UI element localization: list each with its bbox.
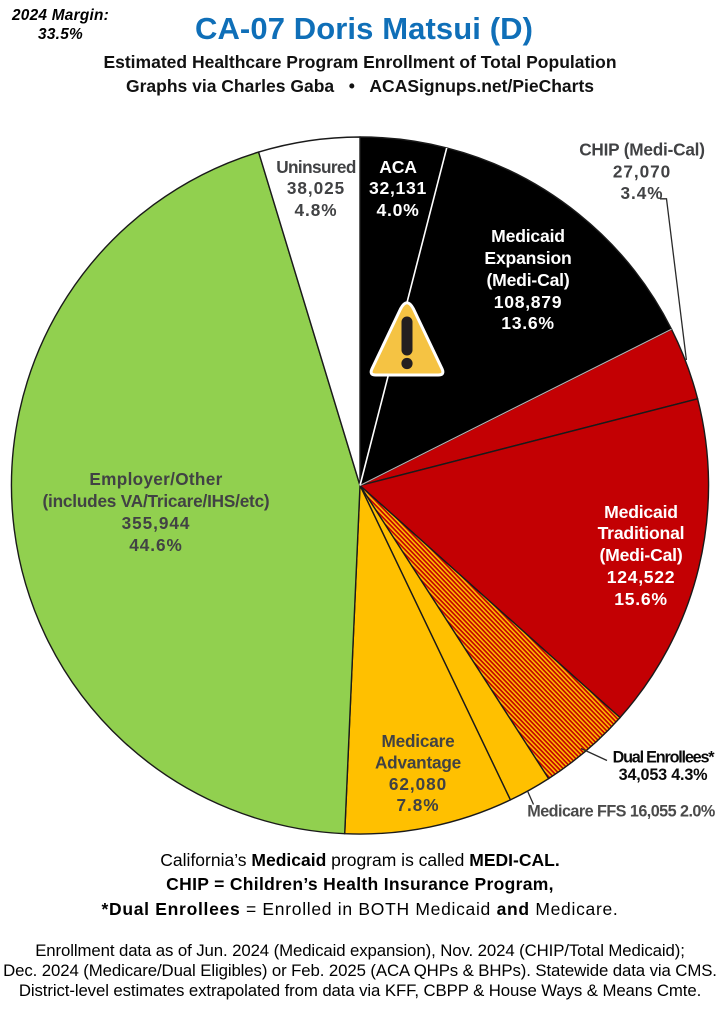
- svg-text:7.8%: 7.8%: [397, 795, 440, 815]
- svg-text:4.8%: 4.8%: [295, 200, 338, 220]
- svg-text:Uninsured: Uninsured: [276, 157, 356, 177]
- svg-text:Dual Enrollees*: Dual Enrollees*: [613, 748, 716, 766]
- svg-text:Medicare FFS 16,055 2.0%: Medicare FFS 16,055 2.0%: [527, 802, 715, 820]
- svg-text:15.6%: 15.6%: [614, 589, 667, 609]
- svg-text:38,025: 38,025: [287, 178, 345, 198]
- svg-text:Traditional: Traditional: [598, 523, 685, 543]
- svg-text:32,131: 32,131: [369, 178, 427, 198]
- svg-text:Employer/Other: Employer/Other: [89, 469, 222, 489]
- svg-text:124,522: 124,522: [607, 567, 676, 587]
- svg-text:27,070: 27,070: [613, 161, 671, 181]
- svg-text:34,053 4.3%: 34,053 4.3%: [619, 766, 708, 784]
- svg-text:ACA: ACA: [379, 157, 417, 177]
- svg-text:3.4%: 3.4%: [621, 183, 664, 203]
- svg-text:Medicare: Medicare: [382, 731, 455, 751]
- svg-text:Medicaid: Medicaid: [604, 502, 678, 522]
- svg-text:4.0%: 4.0%: [377, 200, 420, 220]
- svg-text:Medicaid: Medicaid: [491, 226, 565, 246]
- svg-text:355,944: 355,944: [122, 513, 191, 533]
- svg-text:13.6%: 13.6%: [501, 313, 554, 333]
- svg-text:Advantage: Advantage: [375, 753, 461, 773]
- svg-text:108,879: 108,879: [494, 292, 563, 312]
- svg-text:62,080: 62,080: [389, 774, 447, 794]
- svg-text:CHIP (Medi-Cal): CHIP (Medi-Cal): [579, 139, 705, 159]
- svg-text:(includes VA/Tricare/IHS/etc): (includes VA/Tricare/IHS/etc): [43, 491, 270, 511]
- svg-text:44.6%: 44.6%: [129, 535, 182, 555]
- svg-text:(Medi-Cal): (Medi-Cal): [599, 545, 682, 565]
- svg-text:Expansion: Expansion: [484, 248, 571, 268]
- svg-text:(Medi-Cal): (Medi-Cal): [486, 270, 569, 290]
